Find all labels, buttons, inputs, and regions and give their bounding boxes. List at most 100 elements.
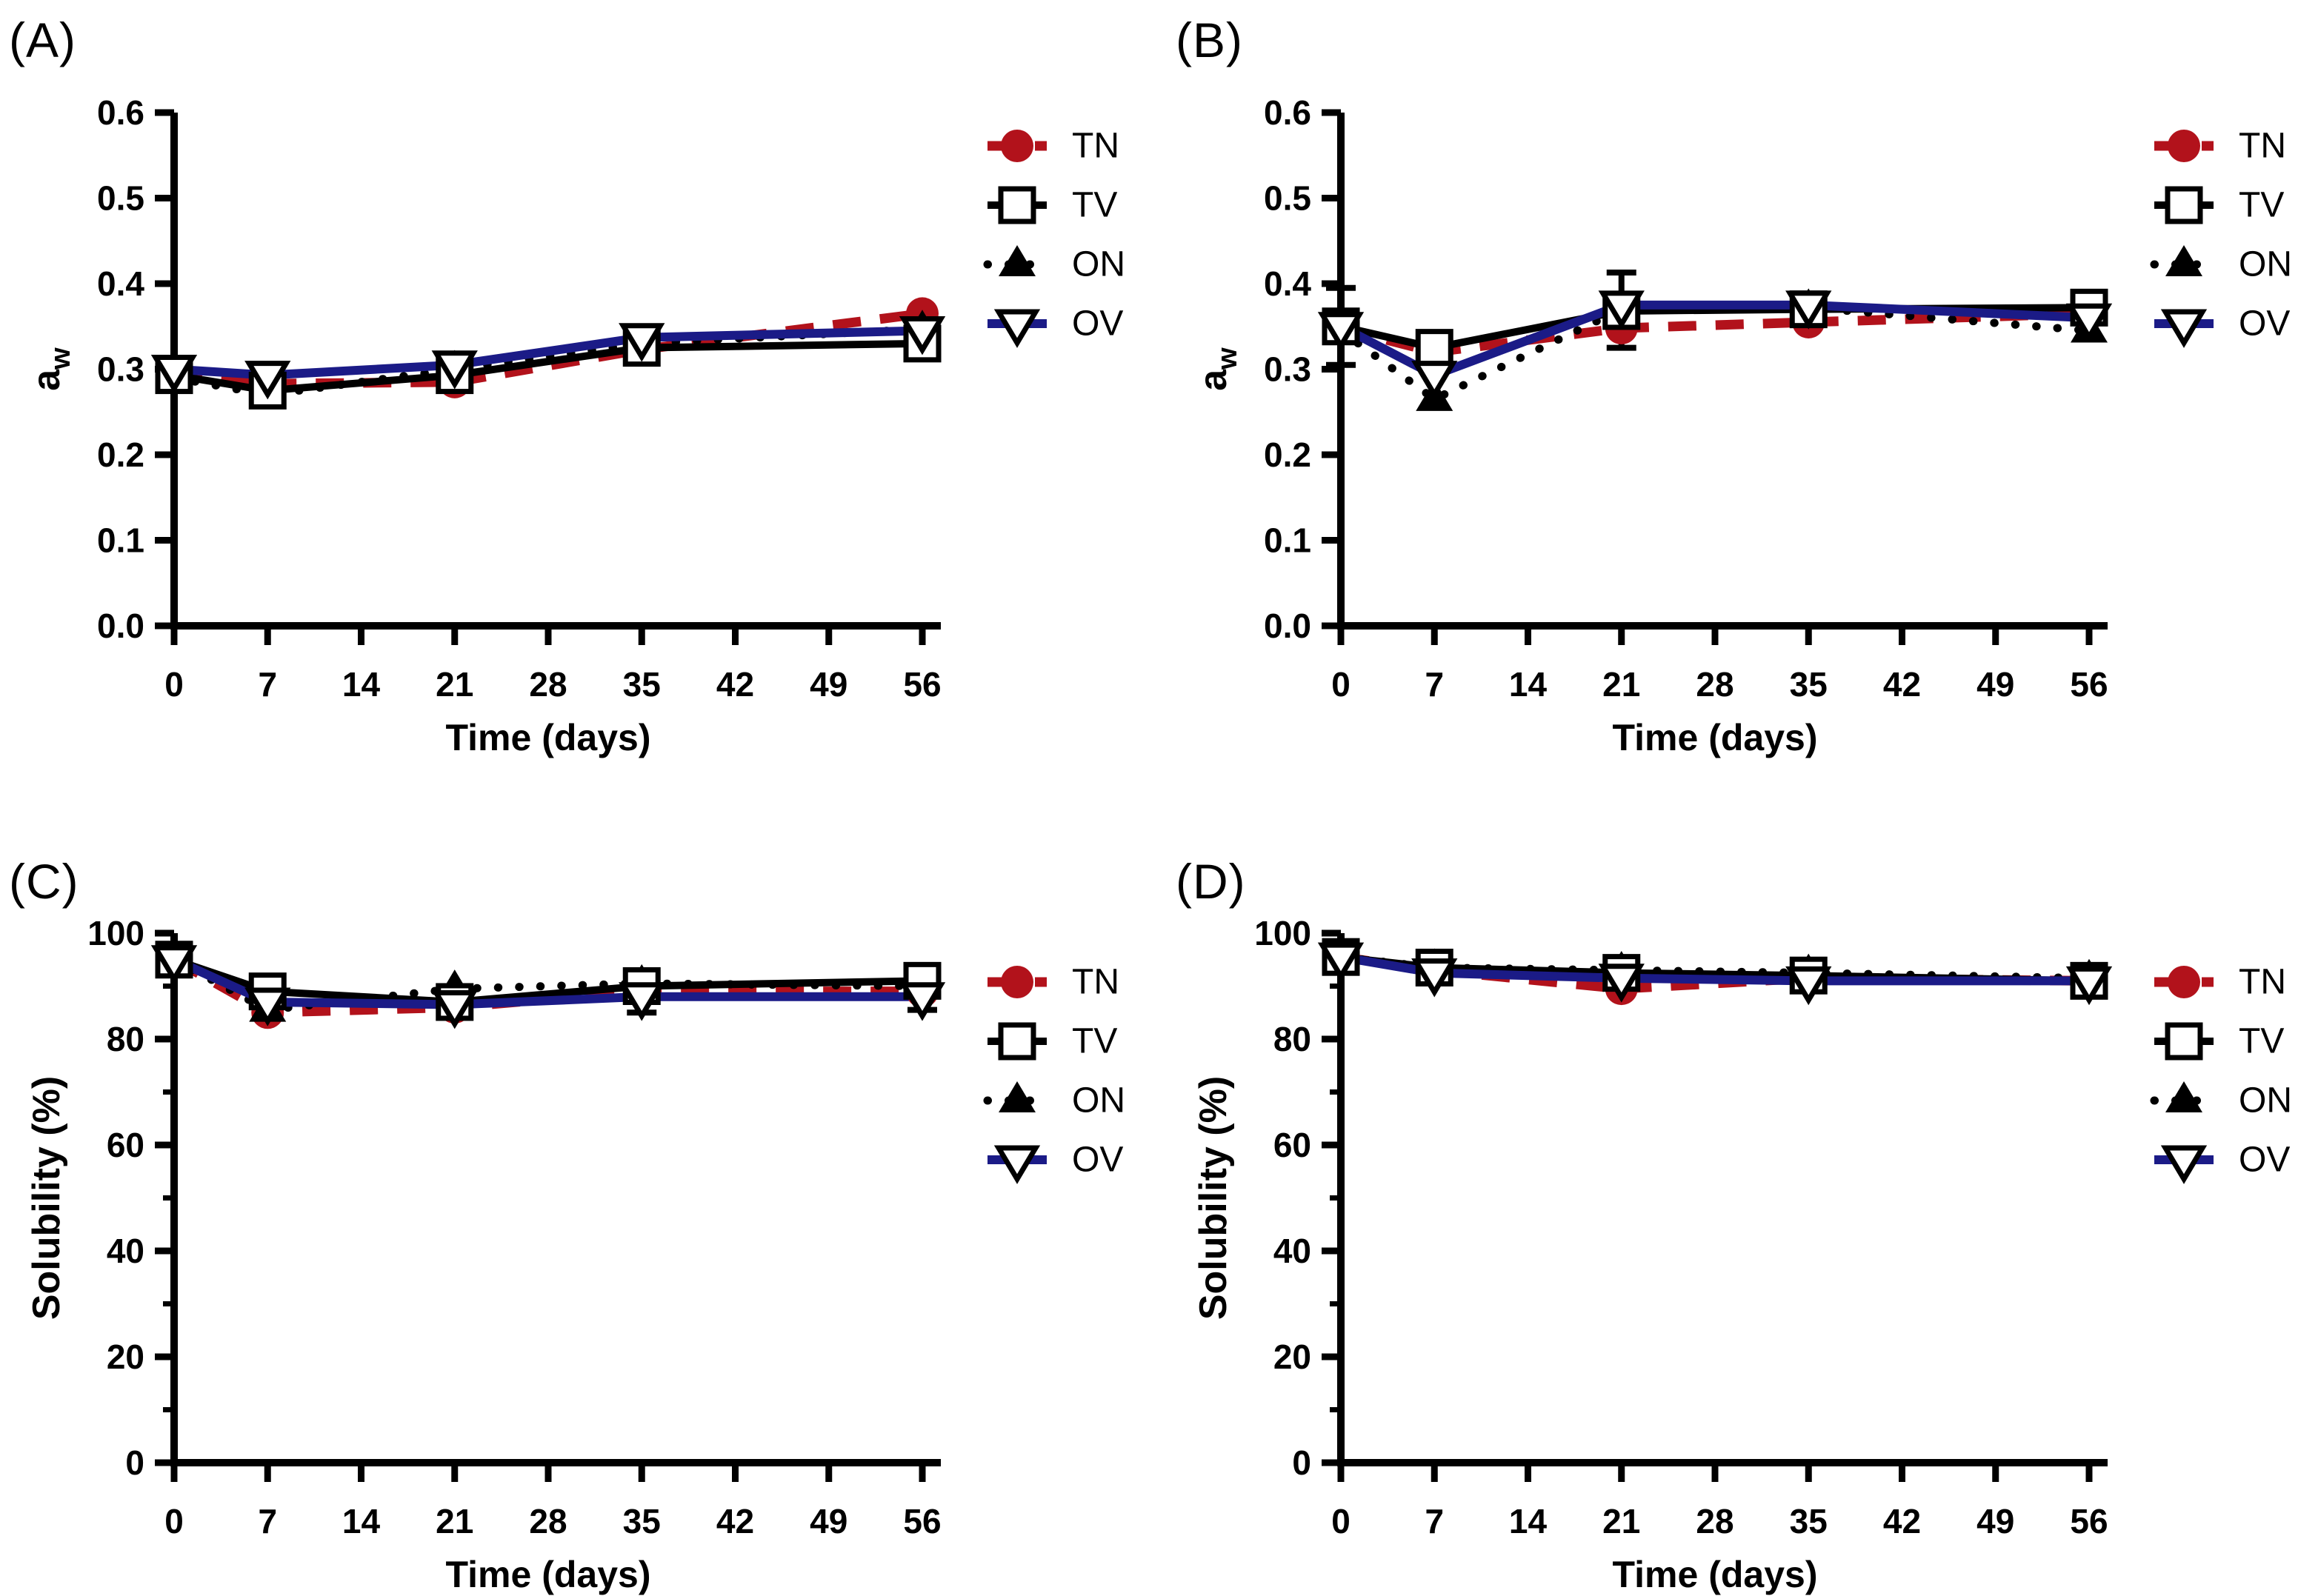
axes: [1337, 933, 2108, 1466]
chart-D-solubility: 0 20 40 60 80 100 0 7 14 21 28 35 42 49 56 Time (days) S…: [1192, 914, 2292, 1595]
y-axis-title: Solubility (%): [1192, 1076, 1235, 1320]
x-axis-title: Time (days): [446, 717, 651, 758]
y-tick-label: 20: [107, 1338, 144, 1376]
y-tick-label: 40: [107, 1232, 144, 1270]
x-tick-label: 56: [903, 1502, 941, 1540]
legend-label: ON: [2239, 1081, 2292, 1121]
legend-item-TV: TV: [2154, 186, 2284, 225]
x-tick-label: 7: [1425, 1502, 1444, 1540]
y-tick-label: 0.1: [1264, 521, 1311, 560]
legend-item-ON: ON: [2150, 245, 2292, 284]
y-tick-label: 0.5: [1264, 179, 1311, 218]
chart-A-water-activity: 0.0 0.1 0.2 0.3 0.4 0.5 0.6 0 7 14 21 28 35 42 49 56 Tim…: [25, 93, 1125, 758]
x-tick-label: 28: [1696, 1502, 1733, 1540]
x-tick-label: 56: [903, 665, 941, 704]
y-tick-label: 100: [87, 914, 144, 952]
y-tick-label: 0.3: [97, 350, 144, 389]
series-OV-line: [173, 326, 923, 380]
y-tick-label: 100: [1254, 914, 1311, 952]
legend-label: OV: [2239, 1141, 2290, 1180]
x-axis-ticks: 0 7 14 21 28 35 42 49 56: [1331, 1463, 2108, 1540]
panel-letter-C: (C): [9, 854, 79, 909]
x-tick-label: 7: [258, 1502, 277, 1540]
series-markers: [1317, 288, 2113, 411]
x-tick-label: 14: [1509, 665, 1548, 704]
x-tick-label: 0: [164, 1502, 184, 1540]
x-tick-label: 56: [2070, 1502, 2108, 1540]
x-tick-label: 35: [1790, 665, 1828, 704]
y-tick-label: 0.0: [1264, 607, 1311, 645]
y-tick-label: 0.0: [97, 607, 144, 645]
legend-label: OV: [1072, 304, 1123, 344]
series-OV-markers: [1317, 942, 2113, 1006]
y-axis-title: aw: [1192, 347, 1243, 391]
x-tick-label: 7: [1425, 665, 1444, 704]
panel-B: (B) 0.0 0.1 0.2 0.3 0.4 0.5 0.6 0 7 14 21 28 35 42 49 5…: [1167, 0, 2318, 781]
y-tick-label: 0.5: [97, 179, 144, 218]
x-tick-label: 49: [810, 665, 847, 704]
legend-label: ON: [1072, 1081, 1125, 1121]
legend-item-ON: ON: [2150, 1081, 2292, 1121]
y-tick-label: 0.1: [97, 521, 144, 560]
y-tick-label: 0: [125, 1443, 144, 1482]
y-tick-label: 60: [1273, 1126, 1311, 1164]
legend-label: TN: [1072, 963, 1119, 1002]
x-axis-ticks: 0 7 14 21 28 35 42 49 56: [1331, 626, 2108, 704]
series-markers: [1317, 938, 2113, 1006]
y-tick-label: 0.4: [97, 264, 144, 303]
x-tick-label: 21: [1602, 1502, 1640, 1540]
x-tick-label: 14: [342, 665, 381, 704]
x-tick-label: 28: [529, 1502, 567, 1540]
panel-A: (A) 0.0 0.1 0.2 0.3 0.4 0.5 0.6 0 7 14 21 28 35 42 49 5…: [0, 0, 1151, 781]
x-axis-title: Time (days): [446, 1554, 651, 1595]
legend: TN TV ON OV: [2150, 127, 2292, 348]
legend-label: ON: [1072, 245, 1125, 284]
y-tick-label: 80: [1273, 1020, 1311, 1058]
y-axis-ticks: 0 20 40 60 80 100: [1254, 914, 1341, 1482]
x-axis-title: Time (days): [1613, 717, 1818, 758]
x-tick-label: 35: [623, 665, 661, 704]
panel-C: (C) 0 20 40 60 80 100 0 7 14 21 28 35 42 49 56 Time (da…: [0, 815, 1151, 1596]
x-tick-label: 14: [342, 1502, 381, 1540]
x-tick-label: 42: [716, 665, 754, 704]
y-tick-label: 0.3: [1264, 350, 1311, 389]
y-axis-title: aw: [25, 347, 76, 391]
legend-item-ON: ON: [983, 1081, 1125, 1121]
x-tick-label: 0: [1331, 1502, 1350, 1540]
legend-item-OV: OV: [2154, 1141, 2290, 1184]
legend-label: OV: [1072, 1141, 1123, 1180]
x-tick-label: 7: [258, 665, 277, 704]
series-markers: [150, 297, 946, 410]
y-tick-label: 0.4: [1264, 264, 1311, 303]
x-tick-label: 56: [2070, 665, 2108, 704]
legend-item-OV: OV: [988, 304, 1123, 348]
x-tick-label: 49: [1976, 1502, 2014, 1540]
x-axis-title: Time (days): [1613, 1554, 1818, 1595]
axes: [170, 933, 941, 1466]
legend-item-OV: OV: [2154, 304, 2290, 348]
x-tick-label: 28: [529, 665, 567, 704]
y-tick-label: 0.6: [1264, 93, 1311, 132]
x-tick-label: 42: [1883, 1502, 1921, 1540]
legend-label: TN: [1072, 127, 1119, 166]
legend-item-TN: TN: [2154, 127, 2286, 166]
legend-item-TN: TN: [988, 127, 1119, 166]
y-axis-title: Solubility (%): [25, 1076, 68, 1320]
series-TN-line: [173, 308, 923, 389]
chart-B-water-activity: 0.0 0.1 0.2 0.3 0.4 0.5 0.6 0 7 14 21 28 35 42 49 56 Tim…: [1192, 93, 2292, 758]
y-tick-label: 60: [107, 1126, 144, 1164]
y-tick-label: 0.2: [1264, 435, 1311, 474]
legend-item-TN: TN: [988, 963, 1119, 1002]
panel-letter-A: (A): [9, 13, 76, 67]
legend: TN TV ON OV: [2150, 963, 2292, 1184]
x-tick-label: 21: [436, 1502, 473, 1540]
legend-label: TN: [2239, 127, 2286, 166]
x-tick-label: 42: [1883, 665, 1921, 704]
x-tick-label: 0: [164, 665, 184, 704]
legend: TN TV ON OV: [983, 963, 1125, 1184]
series-OV-markers: [1317, 290, 2113, 400]
legend-label: TV: [1072, 186, 1117, 225]
legend-item-TN: TN: [2154, 963, 2286, 1002]
y-tick-label: 0.2: [97, 435, 144, 474]
